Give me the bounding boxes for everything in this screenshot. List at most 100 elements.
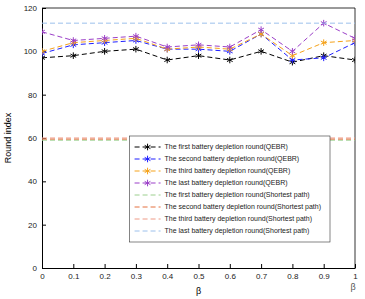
y-tick-mark: [42, 268, 46, 269]
x-tick: 0.4: [162, 264, 174, 281]
legend-label: The last battery depletion round(Shortes…: [165, 227, 310, 235]
annotation: β: [350, 282, 355, 292]
legend-swatch: [135, 219, 161, 220]
y-axis-title: Round index: [3, 112, 13, 163]
series-marker: [258, 48, 264, 55]
x-axis-line: [43, 268, 356, 269]
y-tick-mark: [42, 225, 46, 226]
y-tick-label: 60: [28, 134, 37, 143]
y-tick: 40: [28, 177, 46, 186]
series-marker: [70, 37, 76, 44]
x-tick-mark: [292, 264, 293, 268]
y-tick: 0: [33, 264, 46, 273]
x-tick: 0.3: [131, 264, 143, 281]
x-tick-mark: [261, 264, 262, 268]
y-tick-label: 100: [24, 47, 38, 56]
series-marker: [227, 44, 233, 51]
x-tick-mark: [199, 264, 200, 268]
legend-label: The second battery depletion round(Short…: [165, 203, 321, 211]
legend-label: The last battery depletion round(QEBR): [165, 179, 288, 187]
x-axis: 0 0.1 0.2 0.3 0.4 0.5 0.6 0.7 0.8 0.9 1: [40, 264, 358, 281]
series-marker: [227, 57, 233, 64]
x-tick-label: 0.7: [256, 272, 268, 281]
plot: 0 0.1 0.2 0.3 0.4 0.5 0.6 0.7 0.8 0.9 1 0 20 40 60 80 10…: [24, 4, 359, 281]
x-tick-label: 0: [40, 272, 45, 281]
series-marker: [258, 26, 264, 33]
series-marker: [102, 35, 108, 42]
legend-marker: [145, 168, 151, 175]
x-tick: 0.8: [287, 264, 299, 281]
y-tick: 100: [24, 47, 46, 56]
x-tick-label: 0.2: [100, 272, 112, 281]
series-marker: [196, 42, 202, 49]
legend: The first battery depletion round(QEBR)T…: [130, 136, 330, 242]
x-tick-mark: [73, 264, 74, 268]
y-tick-label: 80: [28, 91, 37, 100]
x-tick-label: 0.9: [319, 272, 331, 281]
legend-swatch: [135, 195, 161, 196]
x-tick-mark: [355, 264, 356, 268]
x-tick-label: 0.3: [131, 272, 143, 281]
y-tick: 80: [28, 91, 46, 100]
y-tick: 120: [24, 4, 46, 13]
x-tick: 1: [353, 264, 358, 281]
series-marker: [352, 35, 355, 42]
legend-swatch: [135, 207, 161, 208]
x-tick: 0.7: [256, 264, 268, 281]
legend-label: The third battery depletion round(Shorte…: [165, 215, 312, 223]
x-tick: 0.6: [225, 264, 237, 281]
x-tick: 0.2: [100, 264, 112, 281]
x-tick-mark: [230, 264, 231, 268]
x-tick-label: 0.1: [68, 272, 80, 281]
series-marker: [290, 48, 296, 55]
y-tick-label: 120: [24, 4, 38, 13]
frame-top: [42, 8, 355, 9]
series-marker: [164, 57, 170, 64]
legend-marker: [145, 144, 151, 151]
legend-label: The third battery depletion round(QEBR): [165, 167, 291, 175]
legend-label: The first battery depletion round(Shorte…: [165, 191, 310, 199]
y-tick-label: 40: [28, 177, 37, 186]
data-layer: [42, 20, 355, 140]
y-tick-mark: [42, 95, 46, 96]
series-line: [42, 34, 355, 60]
series-marker: [42, 48, 45, 55]
x-tick-label: 0.6: [225, 272, 237, 281]
x-tick: 0.1: [68, 264, 80, 281]
x-tick: 0.9: [319, 264, 331, 281]
y-tick-mark: [42, 181, 46, 182]
series-marker: [42, 29, 45, 36]
legend-swatch: [135, 231, 161, 232]
legend-box: [130, 136, 330, 242]
series-marker: [321, 55, 327, 62]
x-tick-mark: [324, 264, 325, 268]
x-tick-mark: [167, 264, 168, 268]
series-marker: [164, 44, 170, 51]
series-marker: [70, 52, 76, 59]
series-line: [42, 34, 355, 56]
x-tick-mark: [136, 264, 137, 268]
y-tick-label: 0: [33, 264, 38, 273]
chart: 0 0.1 0.2 0.3 0.4 0.5 0.6 0.7 0.8 0.9 1 0 20 40 60 80 10…: [0, 0, 365, 299]
legend-marker: [145, 156, 151, 163]
series-marker: [352, 57, 355, 64]
series-marker: [133, 33, 139, 40]
x-tick-label: 0.4: [162, 272, 174, 281]
series-line: [42, 23, 355, 24]
series-marker: [321, 39, 327, 46]
y-tick-mark: [42, 8, 46, 9]
series-marker: [133, 46, 139, 53]
x-tick-label: 1: [353, 272, 358, 281]
x-tick-mark: [105, 264, 106, 268]
y-tick: 60: [28, 134, 46, 143]
series-marker: [196, 52, 202, 59]
series-marker: [102, 48, 108, 55]
y-tick-label: 20: [28, 221, 37, 230]
legend-marker: [145, 180, 151, 187]
x-tick: 0.5: [193, 264, 205, 281]
series-line: [42, 23, 355, 51]
legend-label: The second battery depletion round(QEBR): [165, 155, 300, 163]
y-axis: 0 20 40 60 80 100 120: [24, 4, 46, 273]
x-tick-label: 0.8: [287, 272, 299, 281]
y-tick: 20: [28, 221, 46, 230]
